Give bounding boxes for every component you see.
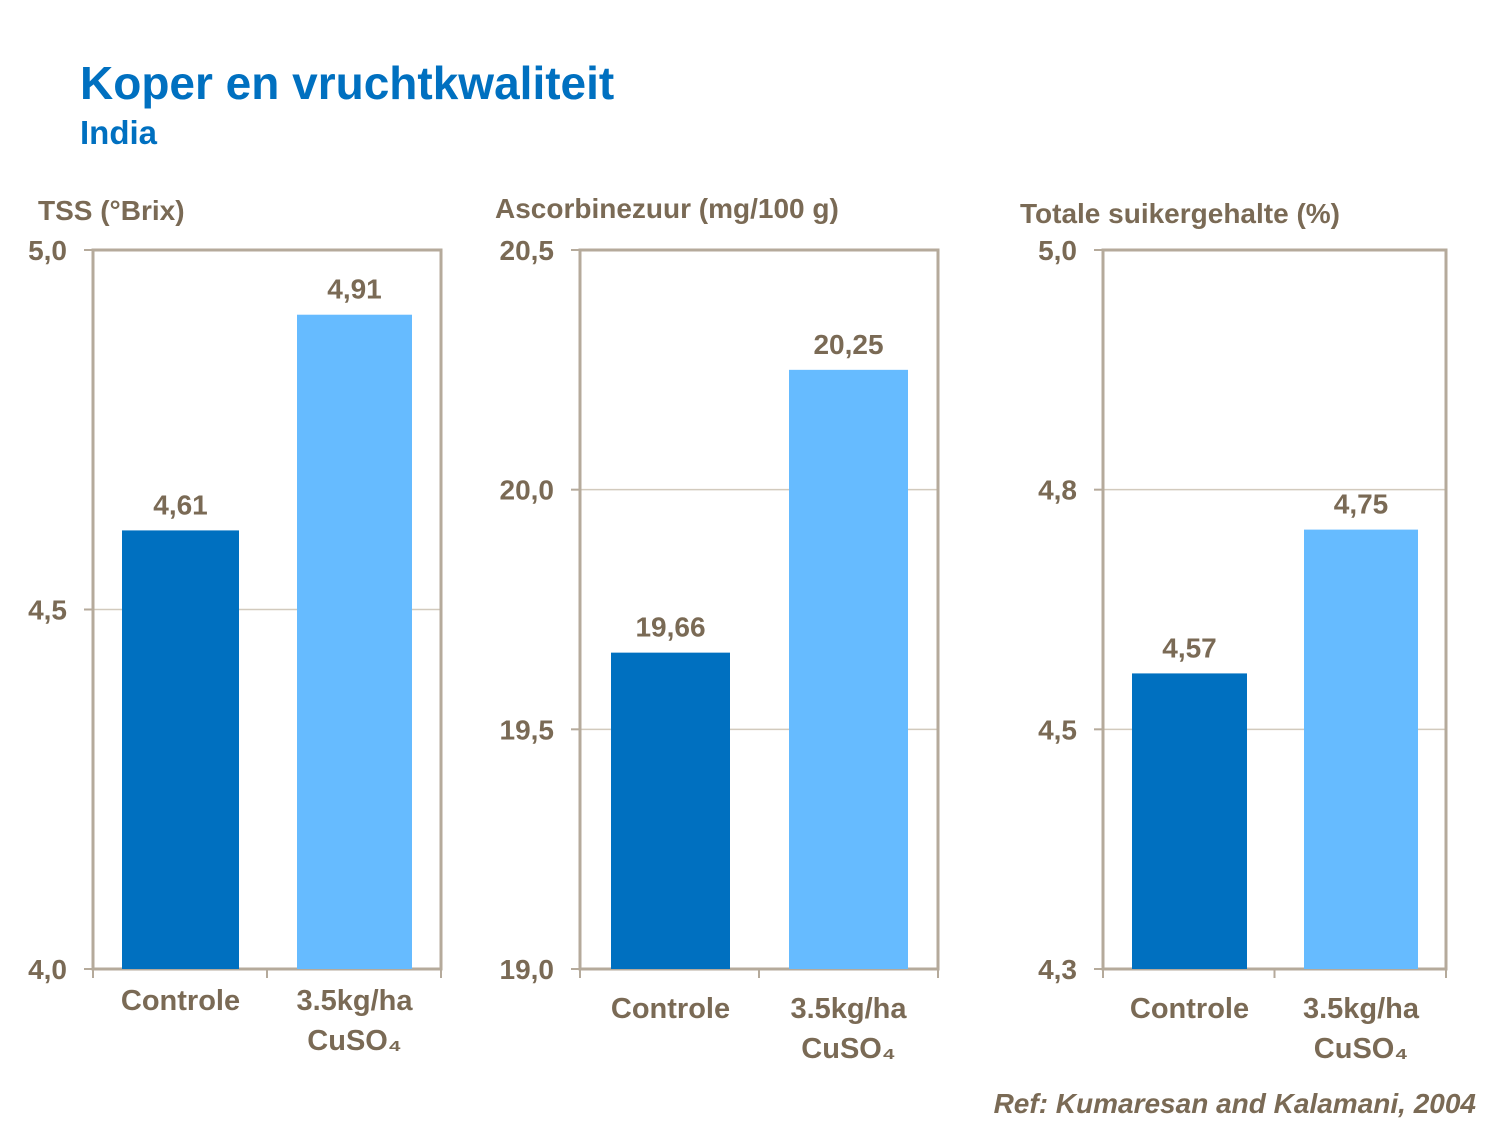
- bar-cuso4: [1304, 529, 1418, 969]
- bar-cuso4: [789, 369, 908, 969]
- y-tick-label: 4,0: [28, 954, 67, 985]
- x-tick-label: Controle: [611, 993, 730, 1025]
- bar-controle: [122, 530, 239, 969]
- bar-cuso4: [297, 314, 412, 970]
- data-label: 19,66: [635, 612, 705, 643]
- chart-title: TSS (°Brix): [38, 195, 185, 226]
- x-tick-label: 3.5kg/ha: [296, 985, 413, 1017]
- data-label: 4,91: [327, 274, 382, 305]
- y-tick-label: 4,3: [1038, 954, 1077, 985]
- y-tick-label: 20,0: [500, 475, 555, 506]
- y-tick-label: 19,5: [500, 714, 555, 745]
- x-tick-label: Controle: [1130, 993, 1249, 1025]
- reference-note: Ref: Kumaresan and Kalamani, 2004: [993, 1088, 1476, 1119]
- x-tick-label: Controle: [121, 985, 240, 1017]
- chart-title: Totale suikergehalte (%): [1020, 198, 1340, 229]
- chart-title: Ascorbinezuur (mg/100 g): [495, 193, 839, 224]
- bar-controle: [611, 652, 730, 969]
- x-tick-label: CuSO₄: [801, 1033, 895, 1065]
- page-title: Koper en vruchtkwaliteit: [80, 57, 615, 109]
- bar-controle: [1132, 673, 1247, 969]
- y-tick-label: 19,0: [500, 954, 555, 985]
- y-tick-label: 20,5: [500, 235, 555, 266]
- x-tick-label: CuSO₄: [307, 1025, 401, 1057]
- y-tick-label: 5,0: [1038, 235, 1077, 266]
- y-tick-label: 4,8: [1038, 475, 1077, 506]
- y-tick-label: 5,0: [28, 235, 67, 266]
- x-tick-label: CuSO₄: [1314, 1033, 1408, 1065]
- data-label: 4,75: [1334, 489, 1389, 520]
- y-tick-label: 4,5: [28, 595, 67, 626]
- y-tick-label: 4,5: [1038, 714, 1077, 745]
- x-tick-label: 3.5kg/ha: [790, 993, 907, 1025]
- data-label: 20,25: [813, 329, 883, 360]
- data-label: 4,61: [153, 489, 208, 520]
- x-tick-label: 3.5kg/ha: [1303, 993, 1420, 1025]
- data-label: 4,57: [1162, 632, 1217, 663]
- page-subtitle: India: [80, 114, 158, 151]
